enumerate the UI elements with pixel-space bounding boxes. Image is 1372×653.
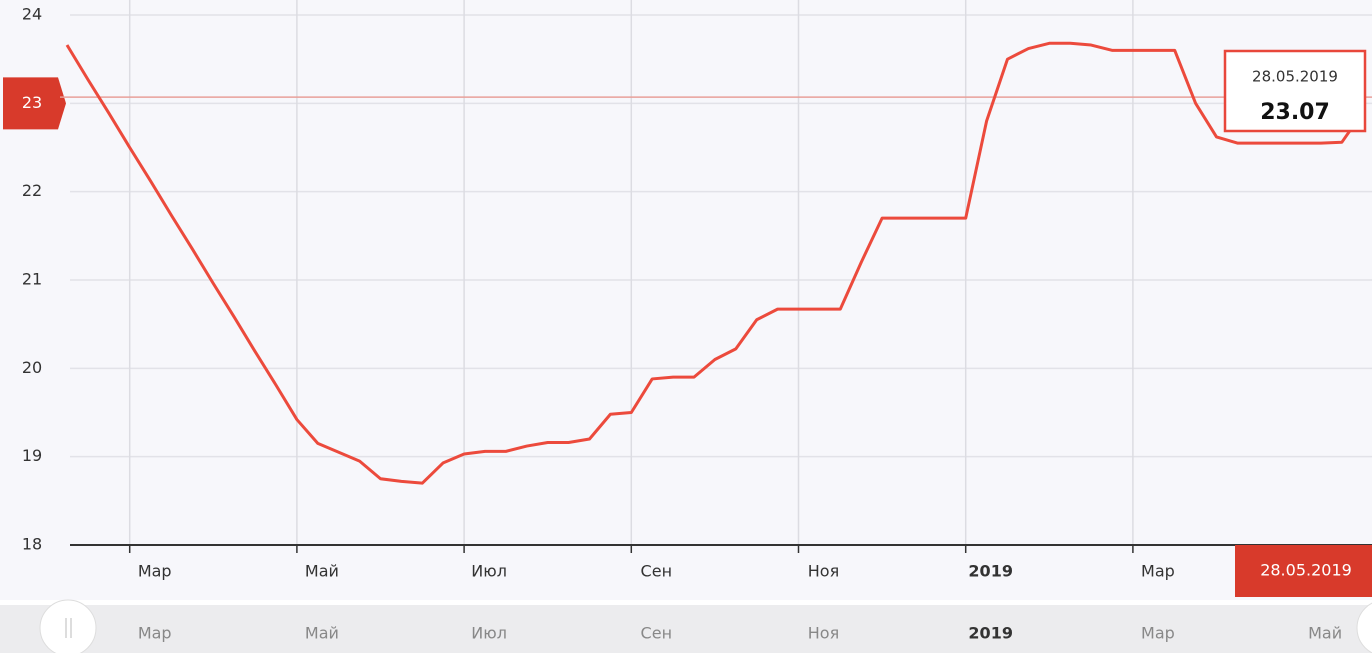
navigator-label: Июл — [471, 624, 507, 643]
navigator-label: 2019 — [968, 624, 1013, 643]
navigator-label: Ноя — [808, 624, 839, 643]
y-tick-label: 18 — [22, 535, 42, 554]
x-tick-label: 2019 — [968, 562, 1013, 581]
tooltip-value: 23.07 — [1260, 100, 1330, 125]
navigator-label: Мар — [138, 624, 172, 643]
x-tick-label: Ноя — [808, 562, 839, 581]
line-series — [65, 41, 1365, 485]
tooltip-box — [1223, 49, 1367, 133]
y-tick-label: 23 — [22, 93, 42, 112]
x-tick-label: Мар — [1141, 562, 1175, 581]
navigator-handle[interactable] — [1356, 600, 1372, 653]
navigator-label: Сен — [641, 624, 672, 643]
tooltip-date: 28.05.2019 — [1252, 68, 1338, 86]
x-tick-label: Июл — [471, 562, 507, 581]
x-tick-label: Сен — [641, 562, 672, 581]
y-tick-label: 21 — [22, 270, 42, 289]
y-tick-label: 20 — [22, 358, 42, 377]
navigator-label: Май — [1308, 624, 1342, 643]
navigator-label: Май — [305, 624, 339, 643]
navigator-handle[interactable] — [39, 599, 97, 653]
y-tick-label: 19 — [22, 446, 42, 465]
navigator-label: Мар — [1141, 624, 1175, 643]
plot-background — [0, 0, 1372, 600]
x-crosshair-label: 28.05.2019 — [1260, 561, 1352, 580]
x-crosshair-badge — [1235, 545, 1372, 597]
navigator[interactable] — [0, 605, 1372, 653]
x-tick-label: Мар — [138, 562, 172, 581]
x-tick-label: Май — [305, 562, 339, 581]
y-crosshair-badge — [3, 77, 66, 130]
y-tick-label: 22 — [22, 181, 42, 200]
y-tick-label: 24 — [22, 5, 42, 24]
